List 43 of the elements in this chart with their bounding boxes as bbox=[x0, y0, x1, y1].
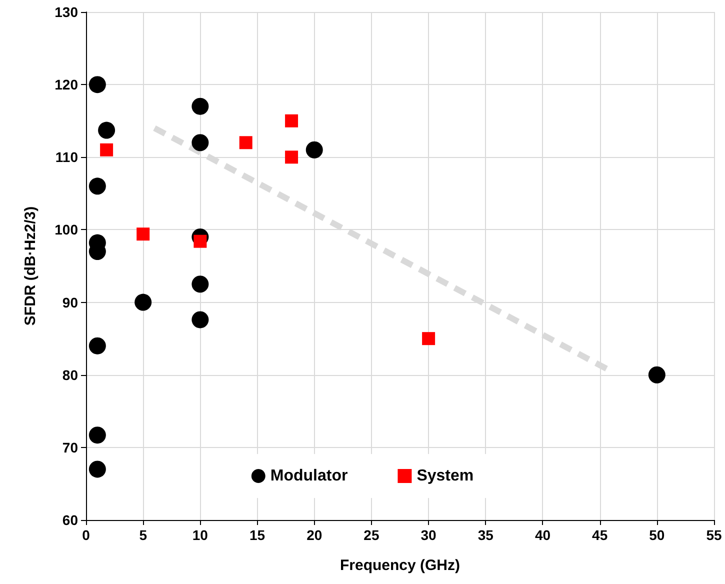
x-tick-label: 15 bbox=[249, 527, 266, 543]
point bbox=[285, 114, 298, 128]
y-tick-label: 130 bbox=[54, 4, 78, 20]
point bbox=[136, 228, 150, 241]
point bbox=[192, 276, 209, 293]
point bbox=[306, 141, 323, 158]
point bbox=[285, 150, 298, 164]
point bbox=[134, 294, 152, 311]
y-tick-label: 60 bbox=[62, 512, 78, 528]
point bbox=[98, 122, 116, 139]
point bbox=[100, 143, 114, 156]
legend-label: System bbox=[416, 468, 474, 484]
point bbox=[192, 311, 209, 328]
x-tick-label: 30 bbox=[420, 527, 437, 543]
point bbox=[88, 76, 106, 94]
x-tick-label: 25 bbox=[364, 527, 380, 543]
point bbox=[88, 337, 106, 354]
point bbox=[239, 136, 252, 150]
x-tick-label: 5 bbox=[139, 527, 148, 543]
x-tick-label: 35 bbox=[478, 527, 494, 543]
x-tick-label: 45 bbox=[592, 527, 608, 543]
x-axis-title: Frequency (GHz) bbox=[340, 557, 460, 574]
x-tick-label: 0 bbox=[82, 527, 90, 543]
point bbox=[88, 460, 106, 478]
y-tick-label: 80 bbox=[62, 366, 78, 383]
point bbox=[88, 178, 106, 195]
y-tick-label: 110 bbox=[55, 149, 78, 166]
point bbox=[422, 332, 436, 346]
point bbox=[192, 98, 209, 115]
y-tick-label: 100 bbox=[54, 222, 78, 238]
x-tick-label: 10 bbox=[192, 527, 208, 543]
legend-label: Modulator bbox=[270, 468, 348, 484]
point bbox=[648, 366, 666, 384]
y-axis-title: SFDR (dB·Hz2/3) bbox=[22, 206, 39, 326]
x-tick-label: 50 bbox=[649, 527, 665, 543]
x-tick-label: 55 bbox=[706, 527, 722, 543]
x-tick-label: 20 bbox=[306, 527, 322, 543]
y-tick-label: 70 bbox=[62, 439, 78, 456]
point bbox=[192, 134, 209, 152]
x-tick-label: 40 bbox=[534, 527, 551, 543]
point bbox=[88, 426, 106, 444]
y-tick-label: 90 bbox=[62, 294, 78, 310]
y-tick-label: 120 bbox=[54, 76, 78, 93]
